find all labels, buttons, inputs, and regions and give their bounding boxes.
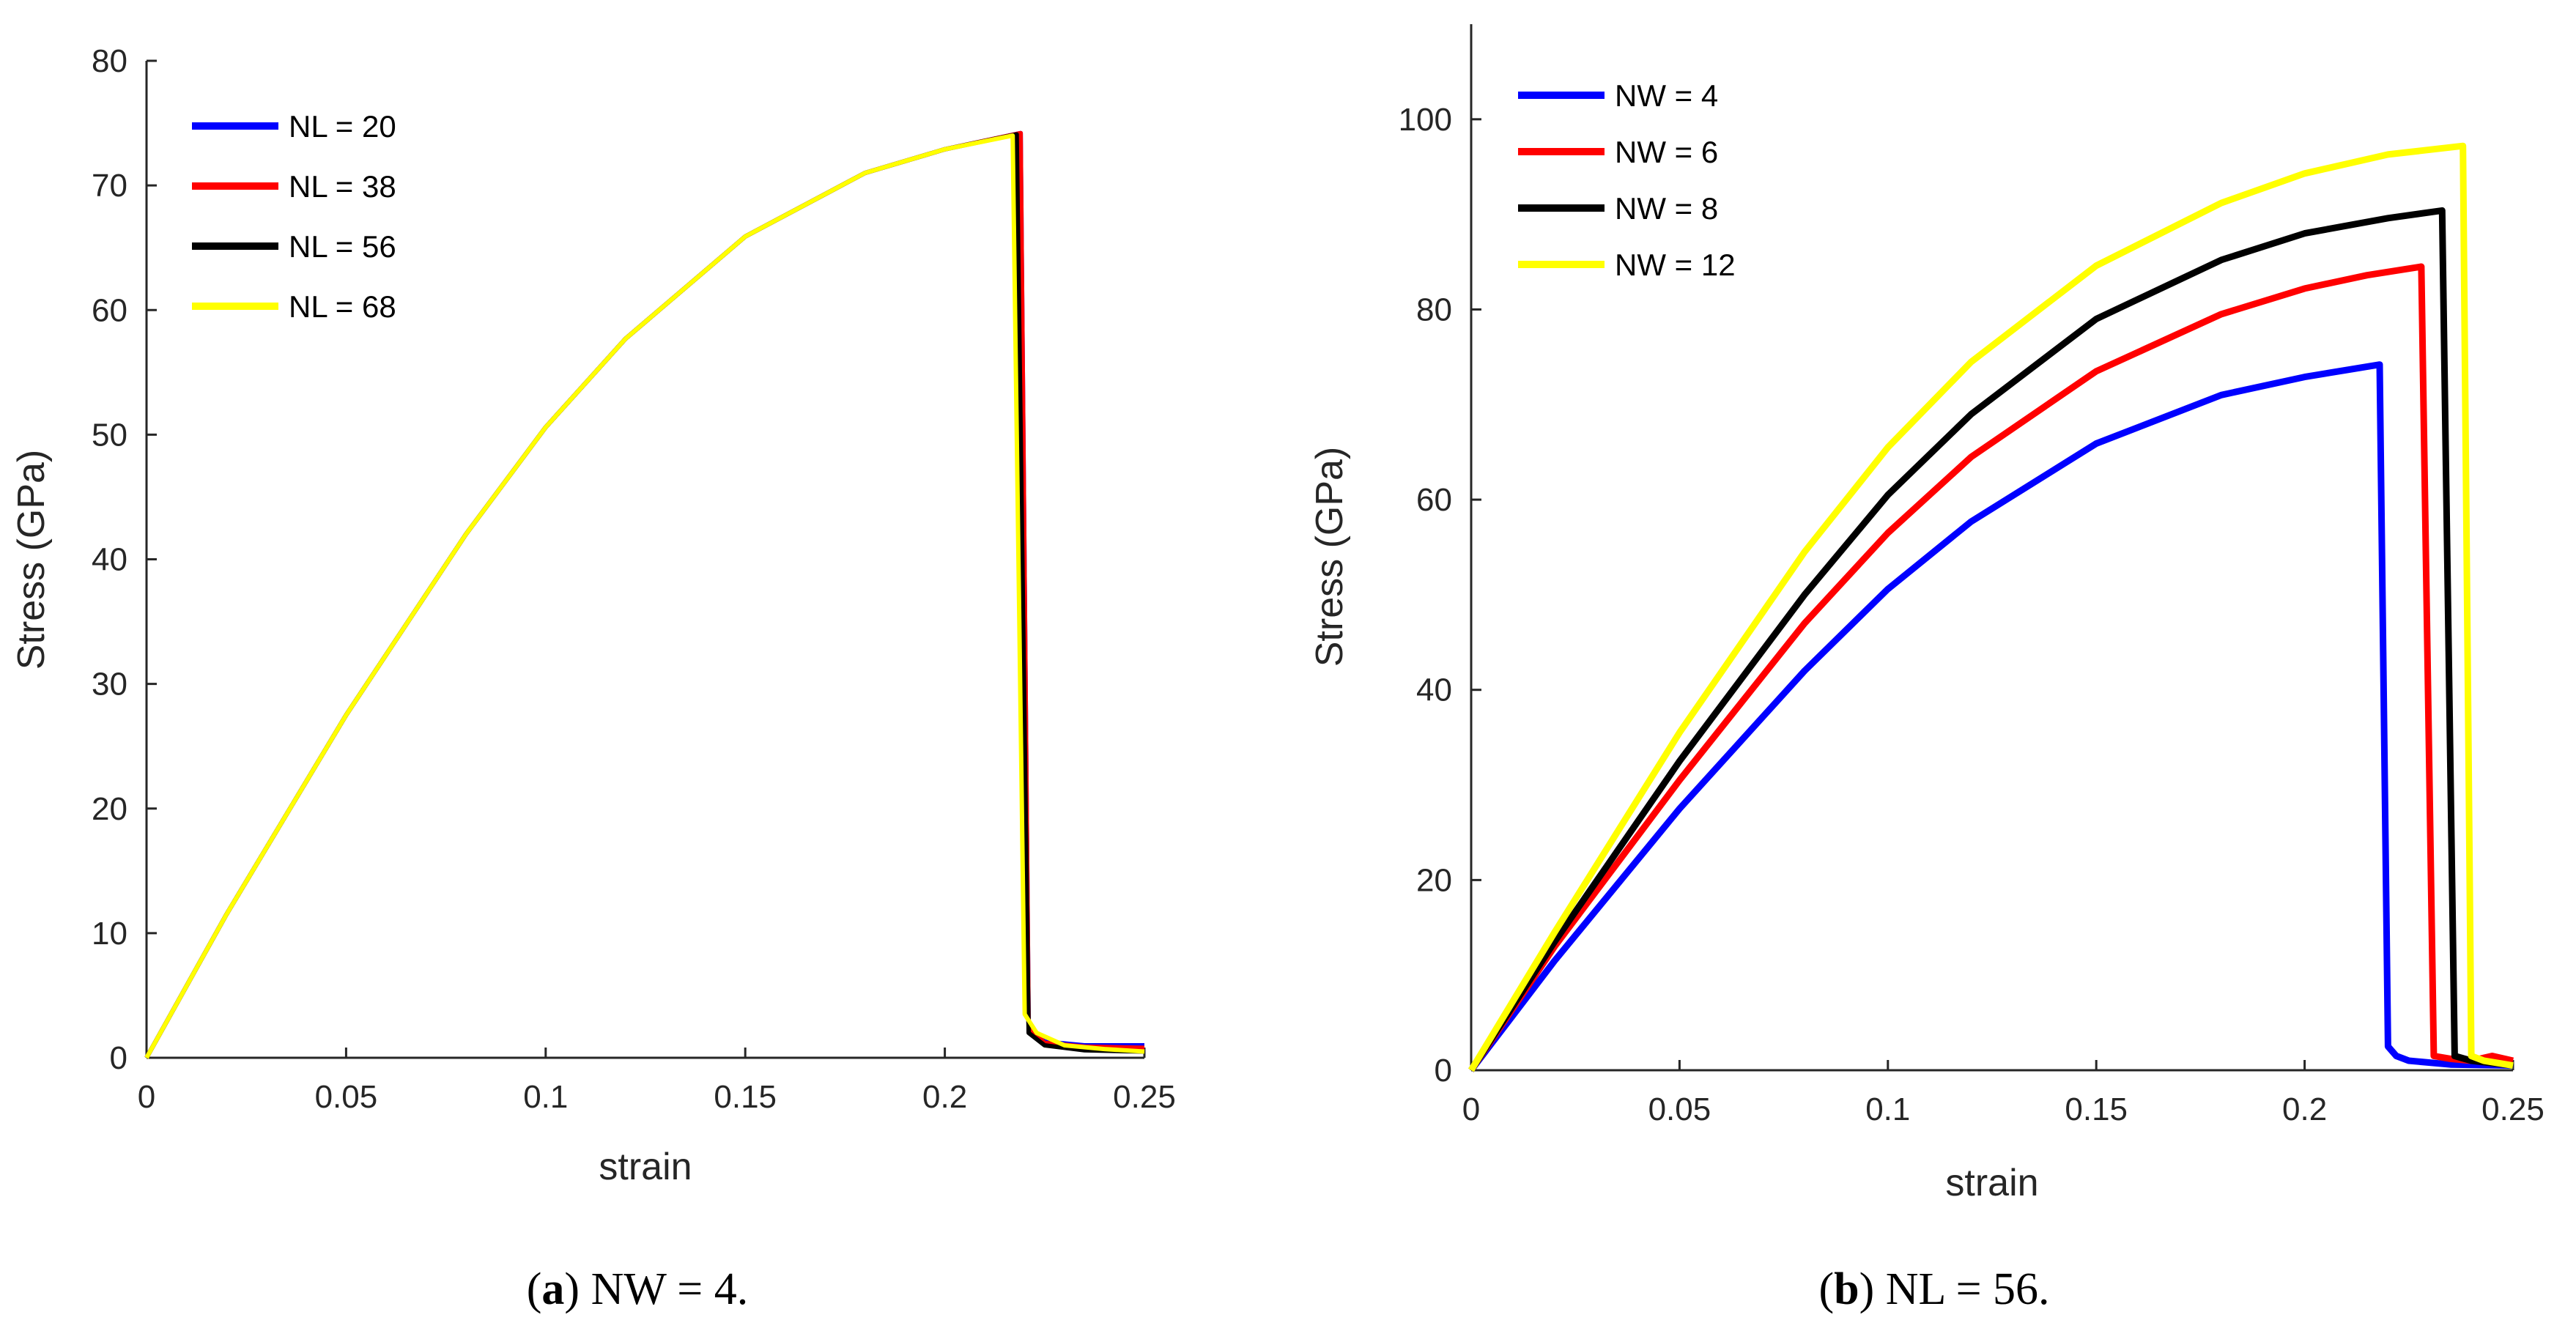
legend-label: NW = 6	[1615, 135, 1718, 169]
y-tick-label: 30	[92, 667, 127, 702]
y-axis-label: Stress (GPa)	[10, 450, 53, 670]
y-tick-label: 60	[1416, 482, 1452, 518]
y-tick-label: 20	[1416, 862, 1452, 898]
series-line	[144, 133, 1145, 1059]
chart-panel-b: 0 20 40 60 80 100 0 0.05 0.1 0.15 0.2 0.25 strain Str…	[1309, 24, 2544, 1314]
x-tick-label: 0.15	[714, 1079, 777, 1115]
x-axis-label: strain	[599, 1146, 692, 1188]
legend-label: NL = 20	[289, 109, 396, 144]
y-tick-label: 40	[1416, 672, 1452, 708]
y-tick-label: 40	[92, 542, 127, 578]
legend: NW = 4 NW = 6 NW = 8 NW = 12	[1518, 78, 1736, 282]
y-tick-label: 60	[92, 292, 127, 328]
legend-label: NW = 12	[1615, 248, 1736, 282]
legend-label: NL = 56	[289, 229, 396, 264]
x-tick-label: 0.1	[1865, 1091, 1910, 1127]
x-tick-label: 0.1	[523, 1079, 568, 1115]
y-tick-label: 80	[1416, 292, 1452, 327]
y-axis-label: Stress (GPa)	[1309, 447, 1351, 667]
x-tick-label: 0.25	[2481, 1091, 2544, 1127]
y-tick-label: 0	[110, 1040, 127, 1076]
y-tick-label: 70	[92, 168, 127, 204]
x-tick-label: 0.05	[1648, 1091, 1711, 1127]
panel-caption: (b) NL = 56.	[1818, 1264, 2049, 1314]
series-line	[1468, 361, 2514, 1072]
y-tick-label: 0	[1435, 1053, 1452, 1089]
y-tick-label: 20	[92, 791, 127, 827]
y-tick-label: 100	[1399, 102, 1452, 138]
x-tick-label: 0.05	[315, 1079, 378, 1115]
y-tick-label: 80	[92, 43, 127, 79]
y-tick-label: 10	[92, 916, 127, 952]
series-line	[1468, 207, 2514, 1072]
x-tick-label: 0	[138, 1079, 155, 1115]
legend-label: NL = 68	[289, 289, 396, 324]
series-line	[1468, 142, 2514, 1072]
x-tick-label: 0.25	[1113, 1079, 1176, 1115]
legend-label: NL = 38	[289, 169, 396, 204]
panel-caption: (a) NW = 4.	[527, 1264, 748, 1314]
x-tick-label: 0.2	[2282, 1091, 2327, 1127]
chart-panel-a: 0 10 20 30 40 50 60 70 80 0 0.05 0.1 0.15 0.2 0.25 stra…	[10, 43, 1176, 1314]
legend: NL = 20 NL = 38 NL = 56 NL = 68	[192, 109, 396, 324]
x-tick-label: 0.2	[922, 1079, 967, 1115]
x-axis-label: strain	[1945, 1162, 2038, 1204]
legend-label: NW = 4	[1615, 78, 1718, 113]
x-tick-label: 0.15	[2065, 1091, 2128, 1127]
x-tick-label: 0	[1462, 1091, 1480, 1127]
legend-label: NW = 8	[1615, 191, 1718, 226]
y-tick-label: 50	[92, 417, 127, 453]
